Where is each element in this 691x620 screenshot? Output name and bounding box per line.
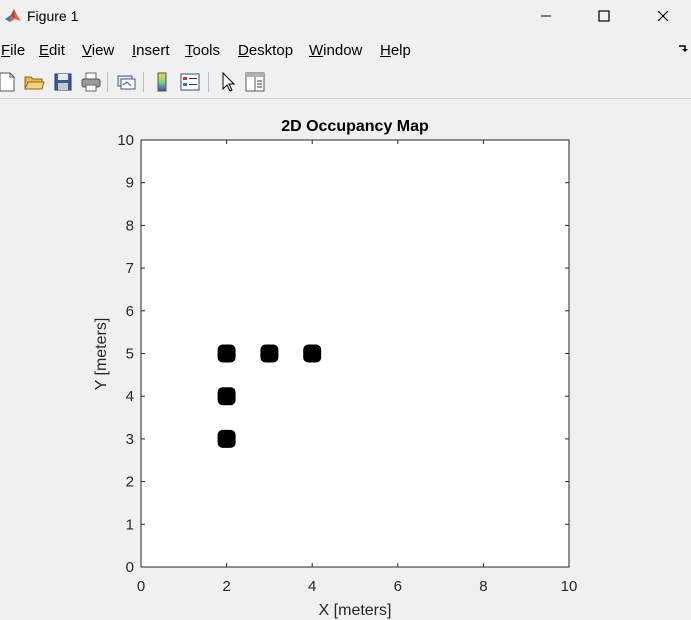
y-tick-label: 6 — [126, 303, 134, 320]
occupied-cell-marker — [303, 344, 322, 363]
colorbar-icon[interactable] — [151, 71, 173, 93]
maximize-icon — [598, 10, 610, 22]
menu-file[interactable]: File — [1, 42, 26, 59]
y-axis-ticks: 0 1 2 3 4 5 6 7 8 9 10 — [117, 132, 569, 576]
figure-canvas: 0 2 4 6 8 10 0 1 2 3 4 5 6 7 8 9 10 2D Occupancy Map X … — [0, 99, 691, 620]
y-tick-label: 5 — [126, 346, 134, 363]
menu-insert[interactable]: Insert — [132, 42, 170, 59]
x-axis-ticks: 0 2 4 6 8 10 — [137, 140, 578, 595]
y-tick-label: 0 — [126, 559, 134, 576]
toolbar-separator — [107, 72, 108, 92]
x-tick-label: 6 — [394, 578, 402, 595]
y-tick-label: 10 — [117, 132, 134, 149]
y-tick-label: 9 — [126, 175, 134, 192]
x-tick-label: 8 — [479, 578, 487, 595]
print-icon[interactable] — [80, 71, 102, 93]
toolbar-separator — [143, 72, 144, 92]
y-tick-label: 8 — [126, 217, 134, 234]
y-tick-label: 2 — [126, 474, 134, 491]
occupied-cells — [217, 344, 322, 448]
legend-icon[interactable] — [179, 71, 201, 93]
title-bar: Figure 1 — [0, 0, 691, 34]
x-tick-label: 0 — [137, 578, 145, 595]
occupied-cell-marker — [217, 344, 236, 363]
occupied-cell-marker — [217, 387, 236, 406]
edit-plot-pointer-icon[interactable] — [217, 71, 239, 93]
dock-arrow-icon[interactable] — [677, 43, 689, 55]
menu-tools[interactable]: Tools — [185, 42, 221, 59]
minimize-icon — [541, 15, 551, 17]
close-button[interactable] — [640, 0, 686, 32]
maximize-button[interactable] — [581, 0, 627, 32]
x-tick-label: 10 — [561, 578, 578, 595]
y-axis-label: Y [meters] — [93, 318, 110, 391]
toolbar-separator — [208, 72, 209, 92]
save-icon[interactable] — [52, 71, 74, 93]
x-axis-label: X [meters] — [319, 602, 392, 619]
occupied-cell-marker — [217, 429, 236, 448]
matlab-app-icon — [5, 9, 21, 22]
y-tick-label: 1 — [126, 516, 134, 533]
menu-bar: File Edit View Insert Tools Desktop Wind… — [0, 35, 691, 65]
menu-view[interactable]: View — [82, 42, 115, 59]
menu-window[interactable]: Window — [309, 42, 363, 59]
y-tick-label: 4 — [126, 388, 134, 405]
x-tick-label: 2 — [222, 578, 230, 595]
minimize-button[interactable] — [523, 0, 569, 32]
menu-edit[interactable]: Edit — [39, 42, 65, 59]
open-file-icon[interactable] — [23, 71, 45, 93]
y-tick-label: 3 — [126, 431, 134, 448]
occupied-cell-marker — [260, 344, 279, 363]
property-inspector-icon[interactable] — [244, 71, 266, 93]
occupancy-map-plot[interactable]: 0 2 4 6 8 10 0 1 2 3 4 5 6 7 8 9 10 2D Occupancy Map X … — [0, 99, 691, 620]
toolbar — [0, 66, 691, 99]
close-icon — [657, 10, 669, 22]
axes-background — [141, 140, 569, 567]
menu-help[interactable]: Help — [380, 42, 411, 59]
new-figure-icon[interactable] — [0, 71, 18, 93]
plot-title: 2D Occupancy Map — [281, 118, 429, 135]
link-plot-icon[interactable] — [115, 71, 137, 93]
window-title: Figure 1 — [27, 8, 79, 24]
menu-desktop[interactable]: Desktop — [238, 42, 294, 59]
y-tick-label: 7 — [126, 260, 134, 277]
x-tick-label: 4 — [308, 578, 316, 595]
